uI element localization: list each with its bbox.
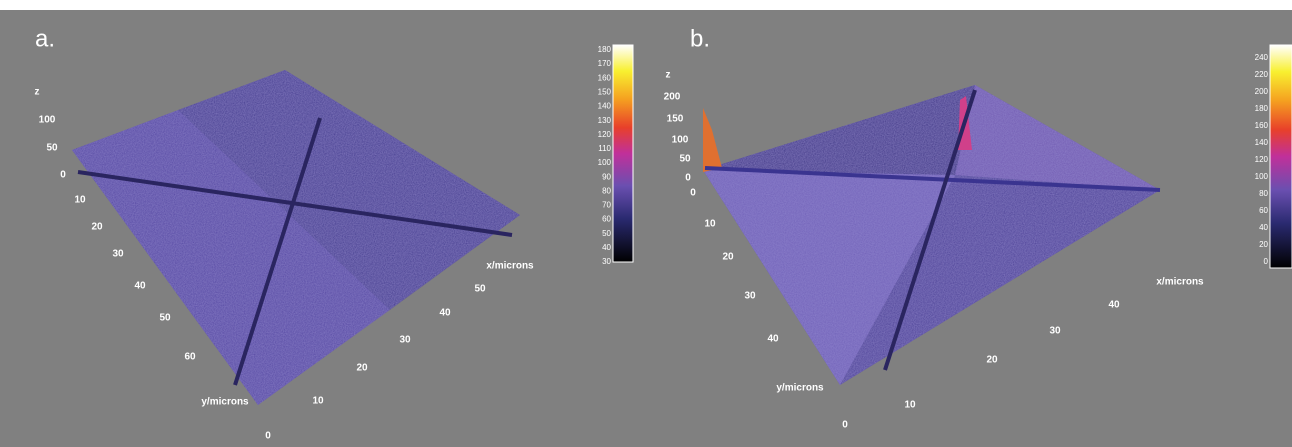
y-tick-label: 20 bbox=[91, 222, 103, 233]
colorbar bbox=[1269, 44, 1292, 269]
colorbar-tick-label: 240 bbox=[1255, 53, 1269, 62]
surface-b bbox=[703, 85, 1160, 385]
y-tick-label: 0 bbox=[265, 431, 271, 442]
colorbar-tick-label: 80 bbox=[1259, 189, 1268, 198]
colorbar-tick-label: 90 bbox=[602, 172, 611, 181]
z-tick-label: 200 bbox=[664, 92, 681, 103]
z-axis-label: z bbox=[35, 87, 40, 98]
x-tick-label: 0 bbox=[842, 420, 848, 431]
z-tick-label: 100 bbox=[39, 115, 56, 126]
groove bbox=[77, 170, 513, 237]
y-tick-label: 20 bbox=[722, 252, 734, 263]
colorbar-tick-label: 60 bbox=[1259, 206, 1268, 215]
y-axis-label: y/microns bbox=[201, 397, 249, 408]
x-tick-label: 40 bbox=[439, 308, 451, 319]
y-tick-label: 30 bbox=[744, 291, 756, 302]
x-axis-label: x/microns bbox=[486, 261, 534, 272]
y-tick-label: 40 bbox=[134, 281, 146, 292]
x-tick-label: 10 bbox=[312, 396, 324, 407]
colorbar-tick-label: 100 bbox=[1255, 172, 1269, 181]
y-axis-label: y/microns bbox=[776, 383, 824, 394]
colorbar-tick-label: 220 bbox=[1255, 70, 1269, 79]
colorbar-tick-label: 80 bbox=[602, 186, 611, 195]
x-tick-label: 30 bbox=[399, 335, 411, 346]
y-tick-label: 0 bbox=[690, 188, 696, 199]
peak bbox=[703, 108, 722, 172]
groove bbox=[233, 117, 322, 386]
colorbar-tick-label: 140 bbox=[1255, 138, 1269, 147]
colorbar-tick-label: 200 bbox=[1255, 87, 1269, 96]
colorbar-tick-label: 120 bbox=[1255, 155, 1269, 164]
z-tick-label: 150 bbox=[667, 114, 684, 125]
x-axis-label: x/microns bbox=[1156, 277, 1204, 288]
z-tick-label: 100 bbox=[672, 135, 689, 146]
z-tick-label: 50 bbox=[46, 143, 58, 154]
x-tick-label: 20 bbox=[986, 355, 998, 366]
y-tick-label: 60 bbox=[184, 352, 196, 363]
z-tick-label: 0 bbox=[685, 173, 691, 184]
panel-label: b. bbox=[690, 25, 710, 52]
colorbar-tick-label: 40 bbox=[602, 243, 611, 252]
colorbar-tick-label: 150 bbox=[598, 88, 612, 97]
colorbar bbox=[612, 44, 634, 263]
colorbar-tick-label: 170 bbox=[598, 59, 612, 68]
colorbar-tick-label: 40 bbox=[1259, 223, 1268, 232]
y-tick-label: 10 bbox=[74, 195, 86, 206]
colorbar-tick-label: 70 bbox=[602, 201, 611, 210]
colorbar-tick-label: 60 bbox=[602, 215, 611, 224]
y-tick-label: 40 bbox=[767, 334, 779, 345]
colorbar-tick-label: 100 bbox=[598, 158, 612, 167]
z-tick-label: 0 bbox=[60, 170, 66, 181]
colorbar-tick-label: 120 bbox=[598, 130, 612, 139]
colorbar-tick-label: 160 bbox=[1255, 121, 1269, 130]
x-tick-label: 30 bbox=[1049, 326, 1061, 337]
colorbar-tick-label: 140 bbox=[598, 102, 612, 111]
colorbar-tick-label: 160 bbox=[598, 73, 612, 82]
x-tick-label: 20 bbox=[356, 363, 368, 374]
y-tick-label: 10 bbox=[704, 219, 716, 230]
x-tick-label: 50 bbox=[474, 284, 486, 295]
y-tick-label: 30 bbox=[112, 249, 124, 260]
y-tick-label: 50 bbox=[159, 313, 171, 324]
colorbar-tick-label: 30 bbox=[602, 257, 611, 266]
colorbar-tick-label: 130 bbox=[598, 116, 612, 125]
groove bbox=[883, 89, 977, 371]
colorbar-tick-label: 0 bbox=[1264, 257, 1269, 266]
colorbar-tick-label: 180 bbox=[598, 45, 612, 54]
x-tick-label: 10 bbox=[904, 400, 916, 411]
panel-label: a. bbox=[35, 25, 55, 52]
z-axis-label: z bbox=[666, 70, 671, 81]
z-tick-label: 50 bbox=[679, 154, 691, 165]
groove bbox=[704, 166, 1161, 192]
colorbar-tick-label: 20 bbox=[1259, 240, 1268, 249]
colorbar-tick-label: 110 bbox=[598, 144, 611, 153]
x-tick-label: 40 bbox=[1108, 300, 1120, 311]
colorbar-tick-label: 50 bbox=[602, 229, 611, 238]
colorbar-tick-label: 180 bbox=[1255, 104, 1269, 113]
